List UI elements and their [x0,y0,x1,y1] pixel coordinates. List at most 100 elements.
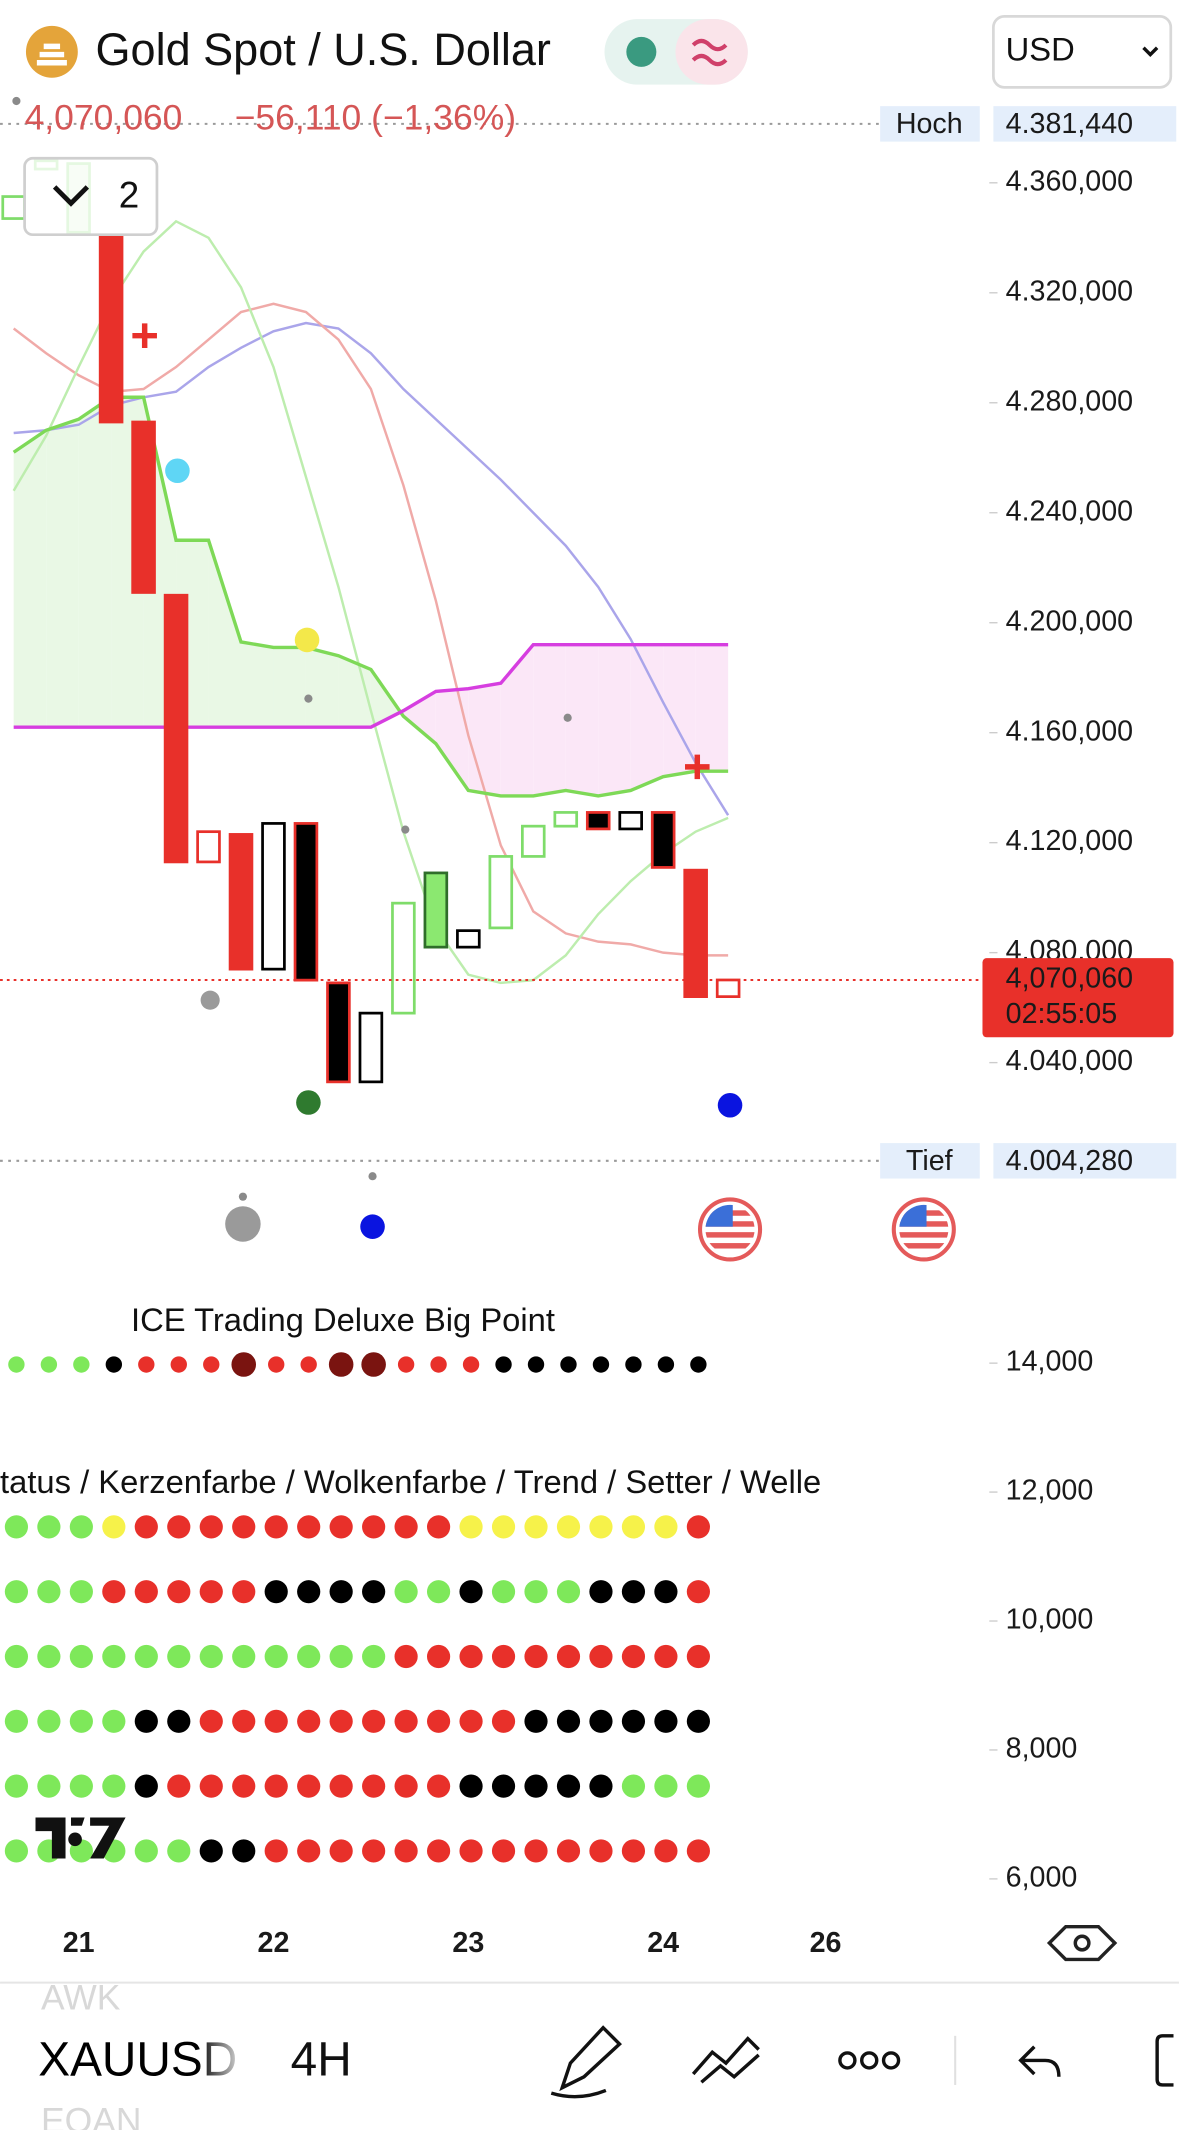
status-dot [4,1774,29,1798]
status-dot [686,1515,710,1539]
status-dot [654,1774,678,1798]
status-dot [686,1839,710,1863]
more-button[interactable] [838,2051,901,2070]
signal-dot [296,1090,321,1115]
small-dot [563,713,572,722]
status-dot [37,1774,61,1798]
big-point-dot [592,1356,610,1373]
status-dot [589,1515,613,1539]
status-dot [654,1839,678,1863]
settings-button[interactable] [1046,1924,1118,1962]
signal-dot [294,627,320,653]
status-dot [589,1839,613,1863]
big-point-dot [231,1352,257,1377]
status-dot [199,1709,223,1733]
watchlist-next[interactable]: EOAN [41,2101,142,2130]
cloud-segment [78,397,112,728]
status-dot [362,1644,386,1669]
status-dot [556,1839,581,1863]
status-dot [394,1839,418,1863]
status-dot [524,1774,548,1798]
big-point-dot [203,1356,220,1373]
status-dot [199,1839,223,1863]
big-point-dot [73,1356,90,1373]
us-event-flag[interactable] [700,1199,760,1259]
cloud-segment [46,419,79,728]
big-point-dot [690,1356,707,1373]
status-dot [459,1515,483,1539]
settings-icon-dot [1073,1934,1091,1952]
high-tag-label: Hoch [896,108,963,140]
fullscreen-button[interactable] [1155,2034,1174,2087]
draw-tool[interactable] [550,2025,622,2099]
status-dot [167,1709,191,1733]
event-dot[interactable] [360,1214,385,1239]
status-dot [167,1644,191,1669]
toolbar-symbol[interactable]: XAUUSD [38,2034,237,2087]
line-layer [12,219,730,985]
status-dot [394,1709,418,1733]
cloud-segment [403,691,436,744]
candle-body [228,833,254,971]
indicator-title: ICE Trading Deluxe Big Point [131,1301,555,1338]
cloud-segment [241,641,274,728]
status-dot [232,1839,256,1863]
big-point-dot [560,1356,577,1373]
symbol-name[interactable]: Gold Spot / U.S. Dollar [96,24,551,75]
status-dot [329,1709,353,1733]
status-dot [556,1515,581,1539]
status-dot [654,1644,678,1669]
high-tag-bg [880,106,980,142]
status-dot [362,1774,386,1798]
cloud-segment [435,688,469,791]
event-dot[interactable] [225,1206,261,1242]
candle-body [261,822,286,971]
status-dot [524,1839,548,1863]
legend-toggle[interactable] [23,156,159,237]
currency-select[interactable] [992,15,1173,89]
candle-body [293,822,319,982]
big-point-dot [138,1356,155,1373]
y-tick-label: 12,000 [1006,1475,1094,1507]
us-event-flag[interactable] [894,1199,954,1259]
status-dot [37,1580,61,1604]
candle-body [358,1011,384,1084]
cloud-segment [630,644,664,791]
y-tick-label: 10,000 [1006,1604,1094,1636]
status-dot [199,1644,223,1669]
watchlist-prev[interactable]: AWK [41,1978,121,2018]
status-dot [232,1580,256,1604]
status-dot [264,1515,288,1539]
status-dot [264,1774,288,1798]
indicator-line [12,219,729,985]
cloud-segment [500,644,534,796]
currency-label: USD [1006,31,1075,68]
status-dot [232,1774,256,1798]
status-dot [199,1515,223,1539]
big-point-dot [105,1356,123,1373]
big-point-dot [625,1356,642,1373]
high-value-bg [993,106,1177,142]
header-bg [0,0,983,91]
status-dot [621,1774,646,1798]
x-tick-label: 24 [647,1927,679,1959]
status-dot [297,1774,321,1798]
big-point-dot [527,1356,545,1373]
indicator-tool[interactable] [691,2036,760,2084]
toolbar-interval[interactable]: 4H [291,2034,352,2087]
candle-body [488,855,514,930]
undo-button[interactable] [1018,2045,1061,2077]
cloud-segment [695,644,729,772]
status-dot [589,1580,613,1604]
y-tick-label: 6,000 [1006,1861,1078,1893]
indicator-subtitle: tatus / Kerzenfarbe / Wolkenfarbe / Tren… [0,1463,821,1500]
status-dot [102,1774,126,1798]
status-dot [297,1515,321,1539]
status-dot [459,1644,483,1669]
status-dot [297,1839,321,1863]
price-change: −56,110 (−1,36%) [235,97,516,137]
candle-body [423,871,449,949]
last-price-countdown: 02:55:05 [1006,998,1118,1030]
status-dot [459,1580,483,1604]
